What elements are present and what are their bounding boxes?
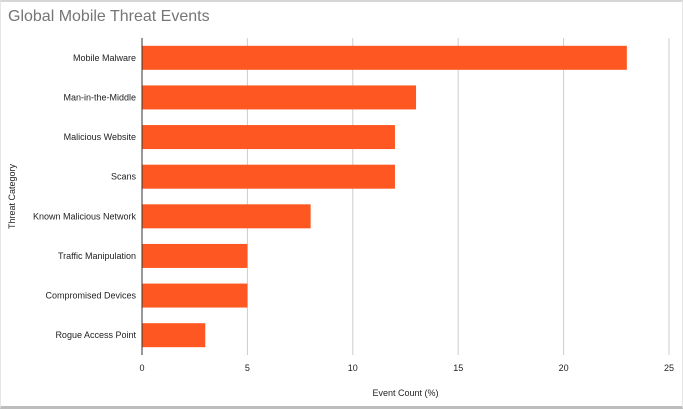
category-label: Malicious Website — [64, 132, 136, 142]
bar — [142, 283, 248, 308]
chart-title: Global Mobile Threat Events — [8, 8, 210, 25]
bar — [142, 125, 395, 150]
category-label: Mobile Malware — [73, 53, 136, 63]
category-label: Rogue Access Point — [55, 330, 136, 340]
category-labels: Mobile Malware Man-in-the-Middle Malicious… — [33, 53, 137, 340]
x-tick-label: 0 — [139, 363, 144, 373]
category-label: Traffic Manipulation — [58, 251, 136, 261]
category-label: Man-in-the-Middle — [63, 92, 136, 102]
bar — [142, 164, 395, 189]
bar — [142, 204, 311, 229]
x-tick-label: 5 — [245, 363, 250, 373]
bars — [142, 45, 627, 348]
bar — [142, 323, 206, 348]
x-axis-title: Event Count (%) — [372, 388, 438, 398]
y-axis-title: Threat Category — [7, 163, 17, 229]
bar — [142, 85, 417, 110]
x-tick-label: 25 — [664, 363, 674, 373]
bar — [142, 243, 248, 268]
category-label: Known Malicious Network — [33, 211, 137, 221]
x-tick-labels: 0 5 10 15 20 25 — [139, 363, 674, 373]
x-tick-label: 20 — [559, 363, 569, 373]
bar — [142, 45, 627, 70]
category-label: Scans — [111, 172, 137, 182]
x-tick-label: 10 — [348, 363, 358, 373]
x-tick-label: 15 — [453, 363, 463, 373]
category-label: Compromised Devices — [45, 291, 136, 301]
